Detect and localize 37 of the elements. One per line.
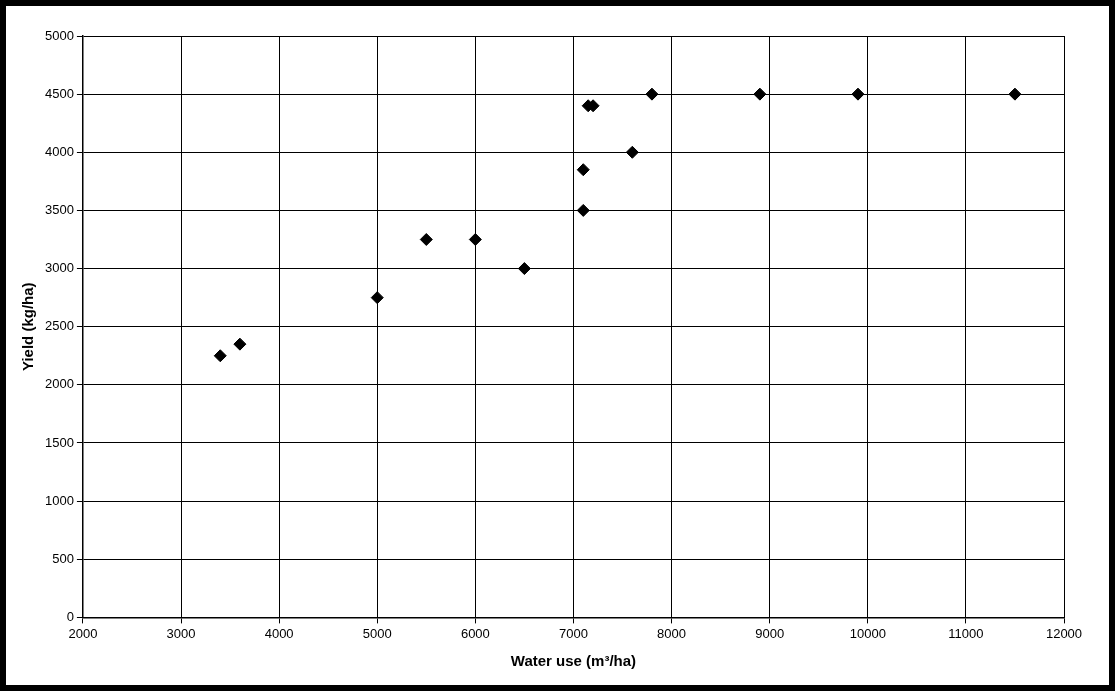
point (517, 262, 531, 276)
y-tick-label: 4000 (45, 143, 74, 159)
x-tick-label: 7000 (559, 625, 588, 641)
y-tick-label: 4500 (45, 85, 74, 101)
x-axis-title: Water use (m³/ha) (510, 652, 637, 670)
point (625, 145, 639, 159)
x-tick-label: 6000 (460, 625, 490, 641)
x-tick-label: 4000 (264, 625, 294, 641)
x-tick-label: 5000 (362, 625, 392, 641)
point (1008, 87, 1022, 101)
y-tick-label: 3000 (45, 260, 74, 276)
x-tick-label: 8000 (657, 625, 687, 641)
point (576, 163, 590, 177)
point (753, 87, 767, 101)
point (645, 87, 659, 101)
y-tick-label: 0 (66, 608, 74, 624)
point (576, 203, 590, 217)
point (370, 291, 384, 305)
y-axis-title: Yield (kg/ha) (19, 282, 37, 372)
y-tick-label: 500 (52, 550, 74, 566)
point (233, 337, 247, 351)
x-tick-label: 9000 (755, 625, 785, 641)
x-tick-label: 2000 (68, 625, 98, 641)
point (213, 349, 227, 363)
x-tick-label: 10000 (849, 625, 886, 641)
x-tick-label: 3000 (166, 625, 196, 641)
point (851, 87, 865, 101)
y-tick-label: 1000 (45, 492, 74, 508)
y-tick-label: 2500 (45, 318, 74, 334)
point (468, 232, 482, 246)
y-tick-label: 2000 (45, 376, 74, 392)
y-tick-label: 1500 (45, 434, 74, 450)
x-tick-label: 11000 (948, 625, 984, 641)
x-tick-label: 12000 (1045, 625, 1083, 641)
point (419, 232, 433, 246)
y-tick-label: 3500 (45, 202, 74, 217)
y-tick-label: 5000 (45, 27, 74, 43)
